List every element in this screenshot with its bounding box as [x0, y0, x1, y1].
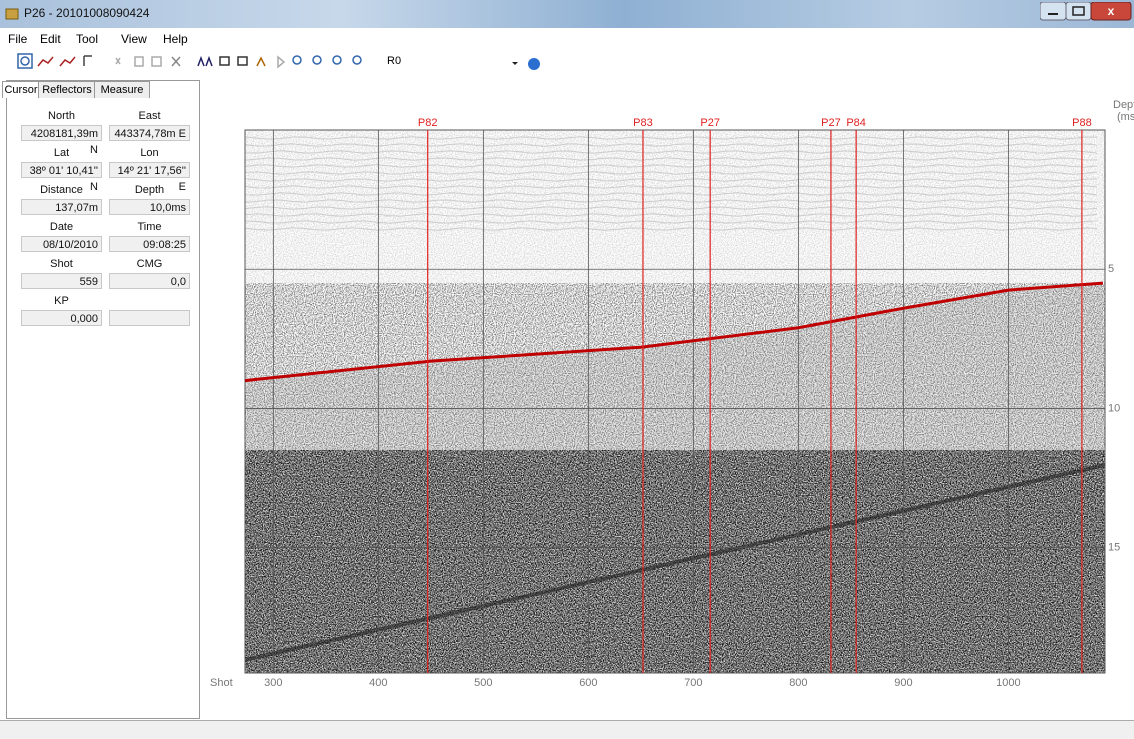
empty-field	[109, 310, 190, 326]
field-label: Date	[19, 221, 104, 233]
menu-item[interactable]: File	[8, 32, 27, 46]
svg-text:x: x	[1108, 4, 1115, 18]
y-axis-unit: (ms	[1117, 111, 1134, 123]
field-value: 38º 01' 10,41'' N	[21, 162, 102, 178]
title-bar: P26 - 20101008090424 x	[0, 0, 1134, 28]
y-tick-label: 10	[1108, 402, 1120, 414]
field-label: Distance	[19, 184, 104, 196]
window-title: P26 - 20101008090424	[24, 6, 149, 20]
toolbar-icons[interactable]	[0, 48, 400, 78]
app-window: {"window": {"title": "P26 - 201010080904…	[0, 0, 1134, 738]
field-label: Lon	[107, 147, 192, 159]
y-axis-label: Dept	[1113, 99, 1134, 111]
field-value: 443374,78m E	[109, 125, 190, 141]
layer-dropdown[interactable]: R0	[387, 55, 522, 71]
seismic-image	[245, 130, 1105, 673]
app-icon	[5, 7, 19, 21]
y-tick-label: 5	[1108, 263, 1114, 275]
marker-label: P84	[846, 117, 866, 129]
field-value: 09:08:25	[109, 236, 190, 252]
field-label: CMG	[107, 258, 192, 270]
x-axis-label: Shot	[210, 677, 233, 689]
field-value: 0,000	[21, 310, 102, 326]
panel-tab[interactable]: Reflectors	[38, 81, 96, 98]
field-label: Depth	[107, 184, 192, 196]
menu-item[interactable]: View	[121, 32, 147, 46]
menu-item[interactable]: Help	[163, 32, 188, 46]
menu-item[interactable]: Tool	[76, 32, 98, 46]
field-label: Shot	[19, 258, 104, 270]
field-label: Lat	[19, 147, 104, 159]
marker-label: P27	[821, 117, 841, 129]
x-tick-label: 1000	[996, 677, 1020, 689]
chart: 300 400 500 600 700 800 900 1000 5 10 15 Shot Dept(m…	[200, 80, 1134, 720]
y-tick-label: 15	[1108, 542, 1120, 554]
marker-label: P27	[700, 117, 720, 129]
field-value: 08/10/2010	[21, 236, 102, 252]
field-value: 559	[21, 273, 102, 289]
marker-label: P83	[633, 117, 653, 129]
field-value: 10,0ms	[109, 199, 190, 215]
field-label: North	[19, 110, 104, 122]
field-label: East	[107, 110, 192, 122]
status-bar	[0, 720, 1134, 739]
x-tick-label: 800	[789, 677, 807, 689]
field-value: 4208181,39m N	[21, 125, 102, 141]
toolbar	[0, 48, 1134, 78]
window-buttons[interactable]: x	[1040, 2, 1132, 22]
x-tick-label: 900	[894, 677, 912, 689]
field-label: Time	[107, 221, 192, 233]
field-value: 137,07m	[21, 199, 102, 215]
menu-bar: File Edit Tool View Help	[0, 28, 1134, 48]
panel-tab[interactable]: Measure	[94, 81, 150, 98]
x-tick-label: 500	[474, 677, 492, 689]
marker-label: P88	[1072, 117, 1092, 129]
x-tick-label: 600	[579, 677, 597, 689]
x-tick-label: 400	[369, 677, 387, 689]
dropdown-value: R0	[387, 55, 401, 67]
field-value: 14º 21' 17,56'' E	[109, 162, 190, 178]
x-tick-label: 700	[684, 677, 702, 689]
field-value: 0,0	[109, 273, 190, 289]
panel-tab[interactable]: Cursor	[2, 81, 40, 98]
field-label: KP	[19, 295, 104, 307]
marker-label: P82	[418, 117, 438, 129]
menu-item[interactable]: Edit	[40, 32, 61, 46]
x-tick-label: 300	[264, 677, 282, 689]
